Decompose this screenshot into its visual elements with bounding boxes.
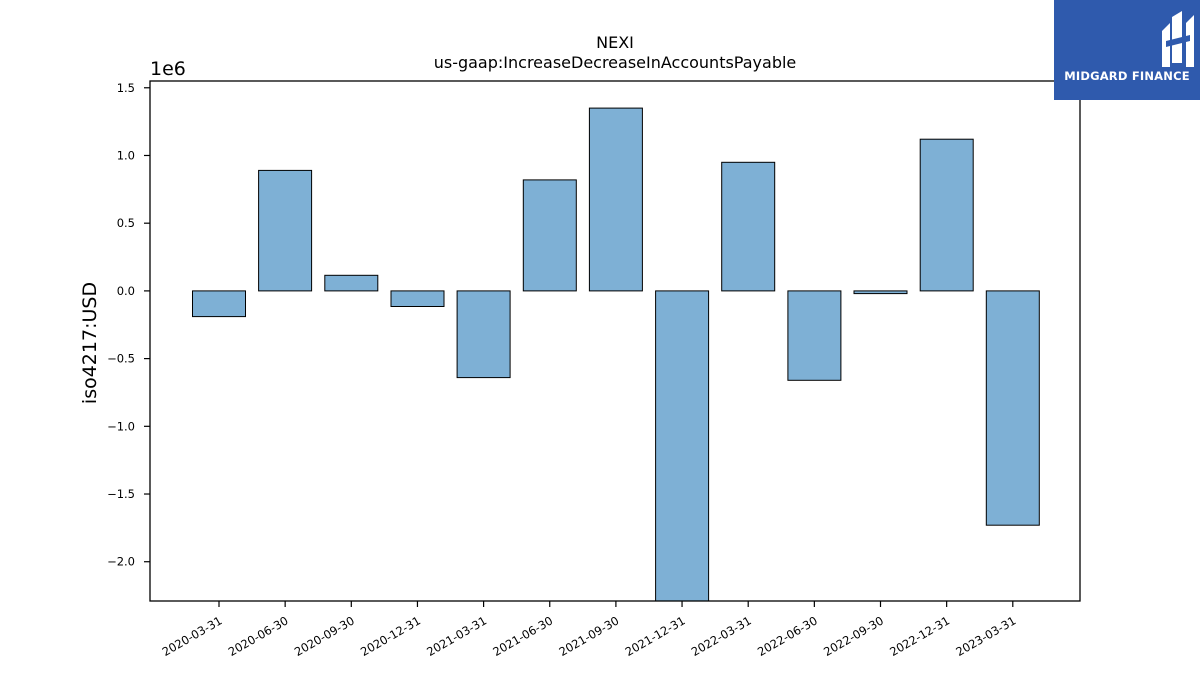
x-tick-label: 2021-09-30 <box>557 613 622 659</box>
bar-2020-06-30 <box>258 169 313 292</box>
y-tick-label: −1.5 <box>107 487 135 501</box>
bar-2021-03-31 <box>456 290 511 379</box>
x-tick-label: 2023-03-31 <box>953 613 1018 659</box>
x-tick-label: 2020-03-31 <box>160 613 225 659</box>
x-tick-label: 2021-06-30 <box>490 613 555 659</box>
bar-2022-09-30 <box>853 290 908 295</box>
y-axis: 1.5 1.0 0.5 0.0 −0.5 −1.0 −1.5 −2.0 <box>107 81 150 569</box>
x-tick-label: 2021-12-31 <box>623 613 688 659</box>
x-tick-label: 2022-09-30 <box>821 613 886 659</box>
y-tick-label: −1.0 <box>107 419 135 433</box>
bar-2020-09-30 <box>324 274 379 292</box>
midgard-finance-logo: MIDGARD FINANCE <box>1054 0 1200 100</box>
bar-2021-09-30 <box>588 107 643 292</box>
bar-2023-03-31 <box>985 290 1040 526</box>
bar-2021-12-31 <box>655 290 710 602</box>
bar-2022-03-31 <box>721 161 776 292</box>
plot-frame <box>149 80 1081 602</box>
x-tick-label: 2020-09-30 <box>292 613 357 659</box>
x-axis: 2020-03-31 2020-06-30 2020-09-30 2020-12-31… <box>160 601 1018 659</box>
logo-text: MIDGARD FINANCE <box>1064 69 1190 83</box>
y-tick-label: 1.5 <box>117 81 135 95</box>
y-tick-label: −0.5 <box>107 352 135 366</box>
x-tick-label: 2022-12-31 <box>887 613 952 659</box>
bars-group <box>192 107 1040 602</box>
midgard-logo-icon <box>1162 11 1194 67</box>
chart-title: NEXI <box>596 33 634 52</box>
bar-2022-06-30 <box>787 290 842 381</box>
y-tick-label: 0.5 <box>117 216 135 230</box>
chart-subtitle: us-gaap:IncreaseDecreaseInAccountsPayabl… <box>434 53 797 72</box>
bar-2021-06-30 <box>522 179 577 292</box>
y-tick-label: 1.0 <box>117 148 135 162</box>
x-tick-label: 2020-12-31 <box>358 613 423 659</box>
y-axis-label: iso4217:USD <box>79 282 101 404</box>
bar-2020-12-31 <box>390 290 445 307</box>
x-tick-label: 2021-03-31 <box>424 613 489 659</box>
x-tick-label: 2022-06-30 <box>755 613 820 659</box>
x-tick-label: 2020-06-30 <box>226 613 291 659</box>
y-tick-label: 0.0 <box>117 284 135 298</box>
bar-2022-12-31 <box>919 138 974 292</box>
bar-2020-03-31 <box>192 290 246 318</box>
y-tick-label: −2.0 <box>107 555 135 569</box>
x-tick-label: 2022-03-31 <box>689 613 754 659</box>
y-offset-label: 1e6 <box>150 58 186 80</box>
